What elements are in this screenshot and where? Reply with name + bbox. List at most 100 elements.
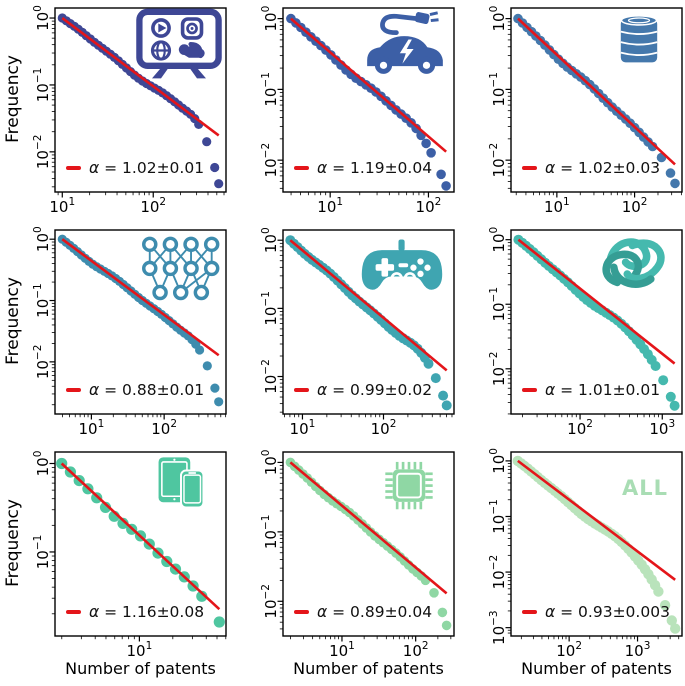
data-point bbox=[196, 590, 208, 602]
legend-neural-networks: α = 0.88±0.01 bbox=[66, 381, 204, 399]
x-tick-labels: 101 102 bbox=[317, 196, 441, 216]
x-axis-label: Number of patents bbox=[293, 659, 444, 678]
x-tick-labels: 101 102 bbox=[78, 418, 177, 438]
panel-mobile-devices: 101 100 10−1 bbox=[32, 451, 227, 660]
tick-label: 10−1 bbox=[32, 68, 52, 103]
axes-box bbox=[282, 451, 455, 637]
fit-line bbox=[517, 238, 676, 365]
tick-label: 101 bbox=[317, 196, 343, 216]
y-tick-labels: 100 10−1 10−2 10−3 bbox=[488, 448, 508, 645]
data-point bbox=[659, 600, 671, 611]
axes-box bbox=[54, 451, 227, 637]
data-point bbox=[441, 181, 451, 191]
data-point bbox=[658, 375, 669, 386]
tick-label: 102 bbox=[140, 196, 166, 216]
tick-label: 10−2 bbox=[488, 352, 508, 387]
all-panel-label: ALL bbox=[621, 476, 668, 500]
data-point bbox=[117, 517, 129, 530]
tick-label: 10−1 bbox=[260, 515, 280, 550]
panel-streaming-media: 101 102 100 10−1 10−2 bbox=[32, 5, 227, 216]
electric-car-icon bbox=[367, 11, 443, 74]
data-point bbox=[210, 383, 220, 393]
tick-label: 10−1 bbox=[260, 291, 280, 326]
tick-label: 103 bbox=[625, 640, 651, 660]
tick-label: 100 bbox=[488, 6, 508, 32]
panel-gaming: 101 102 100 10−1 10−2 bbox=[260, 227, 455, 438]
tick-label: 101 bbox=[290, 418, 316, 438]
tick-label: 10−1 bbox=[260, 72, 280, 107]
fit-line-swatch bbox=[66, 388, 81, 392]
data-point bbox=[411, 123, 421, 134]
ticks bbox=[49, 462, 227, 642]
game-controller-icon bbox=[361, 239, 443, 290]
tick-label: 102 bbox=[556, 640, 582, 660]
data-point bbox=[195, 345, 205, 355]
legend-oil: α = 1.02±0.03 bbox=[522, 159, 660, 177]
x-tick-labels: 102 103 bbox=[567, 418, 675, 438]
data-point bbox=[441, 400, 452, 411]
data-point bbox=[423, 358, 434, 369]
tick-label: 100 bbox=[488, 448, 508, 474]
tick-label: 10−2 bbox=[32, 135, 52, 170]
fit-line-swatch bbox=[522, 388, 537, 392]
data-point bbox=[653, 586, 664, 597]
tick-label: 10−1 bbox=[488, 287, 508, 322]
tick-label: 102 bbox=[403, 640, 429, 660]
legend-mobile-devices: α = 1.16±0.08 bbox=[66, 603, 204, 621]
microchip-icon bbox=[385, 461, 433, 510]
x-tick-labels: 101 102 bbox=[290, 418, 397, 438]
tick-label: 100 bbox=[488, 227, 508, 253]
tick-label: 10−2 bbox=[260, 359, 280, 394]
ticks bbox=[505, 18, 682, 198]
data-point bbox=[670, 178, 680, 189]
data-point bbox=[99, 501, 112, 513]
fit-line bbox=[517, 17, 676, 166]
tick-label: 10−2 bbox=[260, 143, 280, 178]
tick-label: 100 bbox=[32, 451, 52, 477]
neural-network-icon bbox=[142, 236, 220, 301]
tick-label: 101 bbox=[329, 640, 355, 660]
fit-line bbox=[61, 238, 220, 357]
fit-line bbox=[289, 239, 448, 372]
data-point bbox=[214, 397, 224, 407]
legend-label: α = 0.89±0.04 bbox=[317, 603, 433, 621]
legend-label: α = 1.16±0.08 bbox=[89, 603, 205, 621]
data-point bbox=[421, 138, 431, 149]
legend-label: α = 0.99±0.02 bbox=[317, 381, 433, 399]
panel-neural-networks: 101 102 100 10−1 10−2 bbox=[32, 226, 227, 438]
tick-label: 101 bbox=[78, 418, 104, 438]
axes-box bbox=[282, 229, 455, 415]
tick-label: 101 bbox=[544, 196, 570, 216]
y-tick-labels: 100 10−1 10−2 bbox=[260, 450, 280, 619]
tick-label: 103 bbox=[649, 418, 675, 438]
data-point bbox=[436, 169, 446, 180]
x-tick-labels: 101 102 bbox=[49, 196, 166, 216]
ticks bbox=[277, 18, 430, 198]
data-point bbox=[438, 390, 449, 401]
data-point bbox=[430, 373, 441, 384]
mobile-devices-icon bbox=[158, 457, 205, 509]
tick-label: 10−1 bbox=[32, 283, 52, 318]
y-tick-labels: 100 10−1 10−2 bbox=[260, 227, 280, 393]
y-axis-label: Frequency bbox=[3, 55, 23, 143]
scatter-series bbox=[285, 457, 452, 631]
fit-line bbox=[290, 17, 447, 153]
legend-semiconductors: α = 0.89±0.04 bbox=[294, 603, 432, 621]
legend-label: α = 0.88±0.01 bbox=[89, 381, 205, 399]
legend-label: α = 1.19±0.04 bbox=[317, 159, 433, 177]
fit-line bbox=[517, 459, 676, 581]
tick-label: 102 bbox=[416, 196, 442, 216]
tick-label: 101 bbox=[126, 640, 152, 660]
data-point bbox=[426, 148, 436, 158]
panel-proteins: 102 103 100 10−1 10−2 bbox=[488, 227, 683, 438]
fit-line-swatch bbox=[522, 166, 537, 170]
tick-label: 100 bbox=[260, 6, 280, 32]
tick-label: 102 bbox=[151, 418, 177, 438]
fit-line bbox=[289, 461, 448, 595]
tick-label: 10−2 bbox=[488, 143, 508, 178]
tick-label: 100 bbox=[32, 226, 52, 252]
data-point bbox=[650, 361, 661, 371]
legend-all: α = 0.93±0.003 bbox=[522, 603, 670, 621]
tick-label: 10−1 bbox=[488, 499, 508, 534]
ticks bbox=[505, 460, 680, 642]
